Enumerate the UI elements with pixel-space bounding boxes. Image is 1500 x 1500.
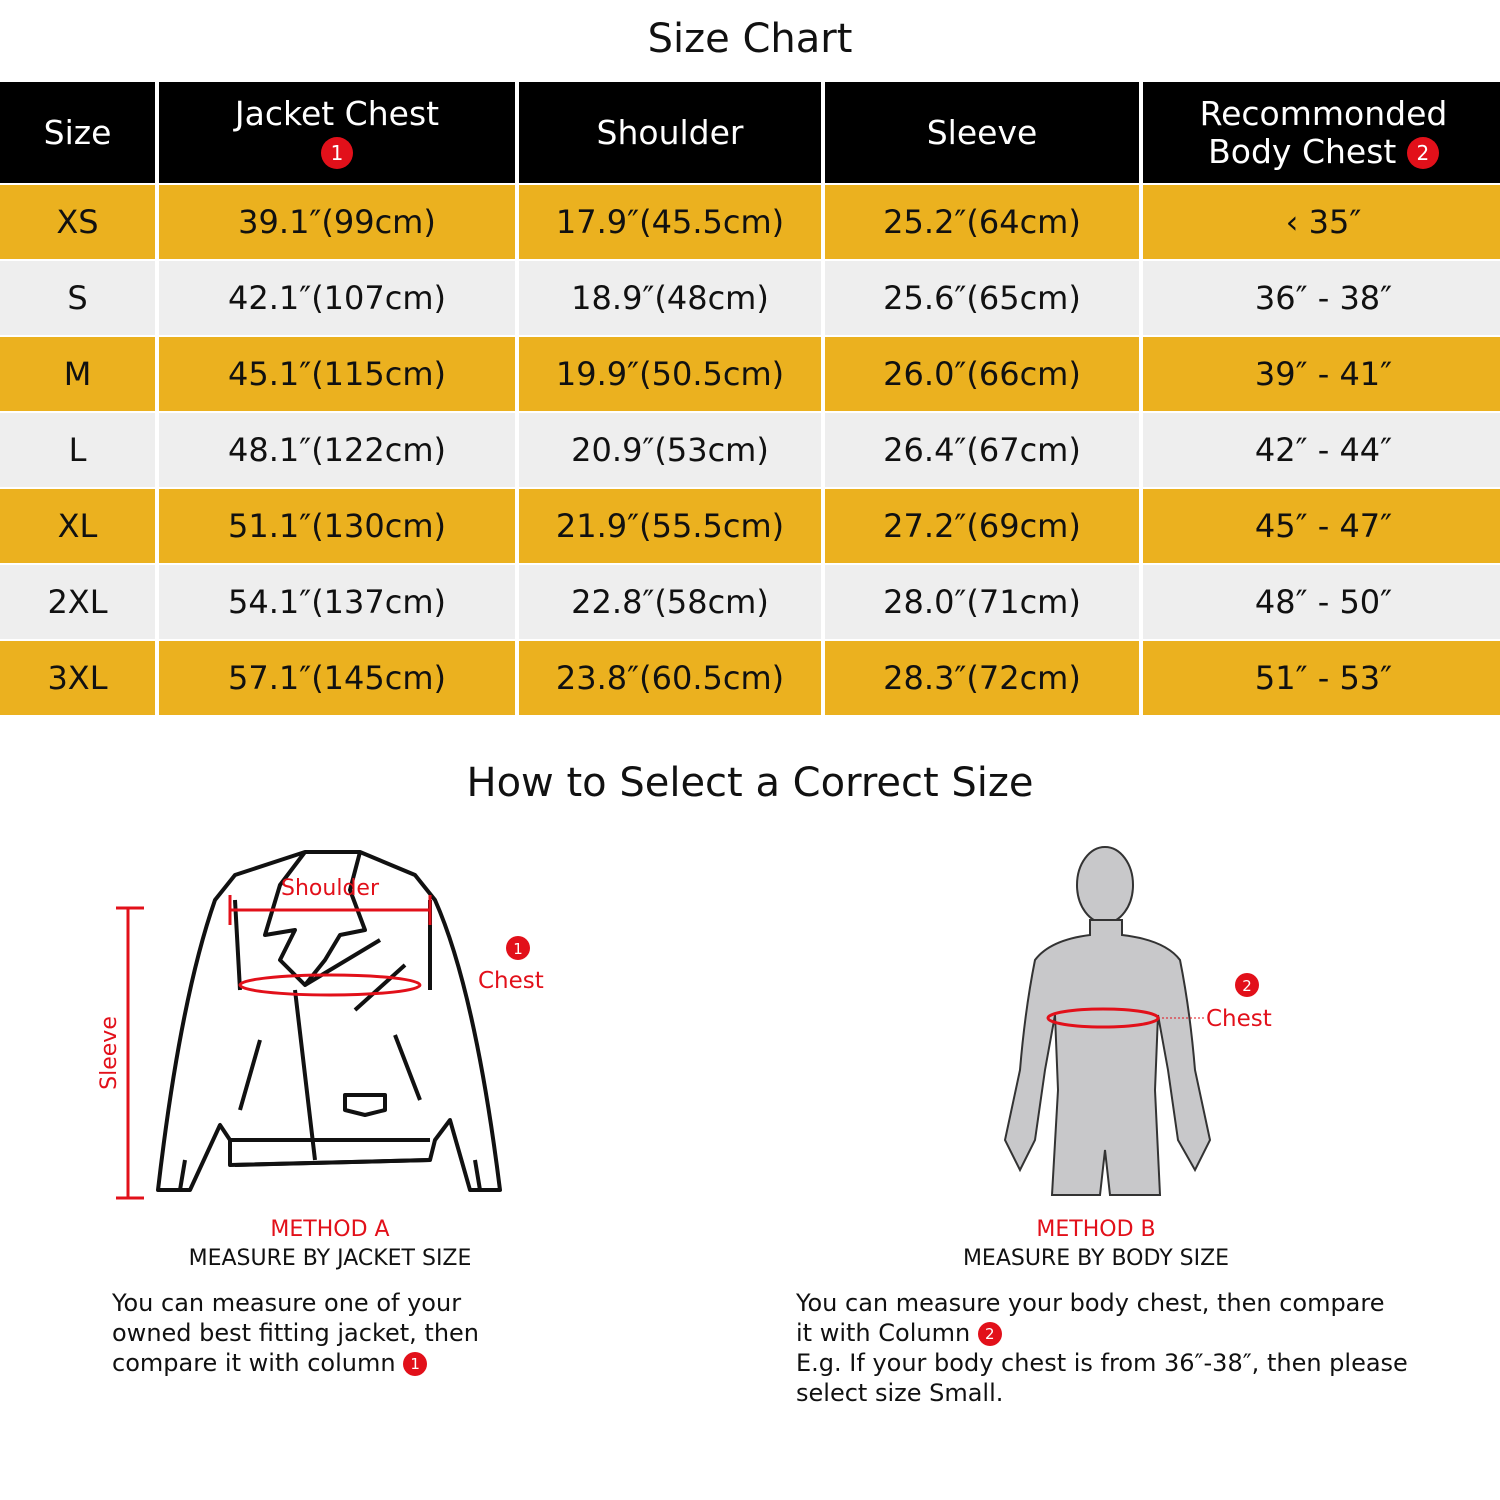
table-cell: 19.9″(50.5cm) (519, 337, 821, 411)
method-b-label: METHOD B (1036, 1217, 1156, 1242)
guide-title: How to Select a Correct Size (466, 760, 1034, 806)
method-b-heading: METHOD B MEASURE BY BODY SIZE (896, 1215, 1296, 1273)
table-cell: 28.3″(72cm) (825, 641, 1139, 715)
column-header: Sleeve (825, 82, 1139, 183)
method-a-text: You can measure one of your owned best f… (112, 1288, 479, 1378)
chest-label: Chest (478, 968, 544, 994)
table-cell: 28.0″(71cm) (825, 565, 1139, 639)
table-cell: 3XL (0, 641, 155, 715)
column-header: Jacket Chest 1 (159, 82, 515, 183)
column-header-label: Sleeve (926, 112, 1038, 152)
chest-label: Chest (1206, 1006, 1272, 1032)
sleeve-label: Sleeve (97, 1016, 122, 1090)
body-diagram: 2 Chest (1003, 846, 1272, 1196)
column-header-label: Shoulder (596, 112, 744, 152)
table-cell: 57.1″(145cm) (159, 641, 515, 715)
column-badge: 1 (403, 1352, 428, 1376)
table-row: 2XL 54.1″(137cm) 22.8″(58cm) 28.0″(71cm) 48″… (0, 565, 1500, 639)
table-row: 3XL 57.1″(145cm) 23.8″(60.5cm) 28.3″(72cm) 5… (0, 641, 1500, 715)
table-cell: L (0, 413, 155, 487)
table-cell: 26.4″(67cm) (825, 413, 1139, 487)
text-line: E.g. If your body chest is from 36″-38″,… (796, 1349, 1408, 1377)
table-cell: 45″ - 47″ (1143, 489, 1500, 563)
table-cell: 22.8″(58cm) (519, 565, 821, 639)
chest-badge: 2 (1242, 977, 1252, 995)
table-cell: 51″ - 53″ (1143, 641, 1500, 715)
chest-badge: 1 (513, 940, 523, 958)
table-cell: 42″ - 44″ (1143, 413, 1500, 487)
page-title: Size Chart (647, 16, 853, 62)
table-cell: XL (0, 489, 155, 563)
table-row: XS 39.1″(99cm) 17.9″(45.5cm) 25.2″(64cm) ‹ 3… (0, 185, 1500, 259)
shoulder-label: Shoulder (281, 876, 380, 901)
table-cell: 18.9″(48cm) (519, 261, 821, 335)
method-a-subtitle: MEASURE BY JACKET SIZE (188, 1246, 472, 1271)
table-cell: 21.9″(55.5cm) (519, 489, 821, 563)
table-cell: 39″ - 41″ (1143, 337, 1500, 411)
method-a-heading: METHOD A MEASURE BY JACKET SIZE (130, 1215, 530, 1273)
column-header: Shoulder (519, 82, 821, 183)
table-cell: 17.9″(45.5cm) (519, 185, 821, 259)
table-cell: 25.6″(65cm) (825, 261, 1139, 335)
table-cell: 48.1″(122cm) (159, 413, 515, 487)
text-line: You can measure one of your (112, 1289, 462, 1317)
method-b-subtitle: MEASURE BY BODY SIZE (962, 1246, 1230, 1271)
column-badge: 1 (321, 137, 353, 169)
table-cell: 36″ - 38″ (1143, 261, 1500, 335)
table-row: M 45.1″(115cm) 19.9″(50.5cm) 26.0″(66cm) 39″… (0, 337, 1500, 411)
table-cell: 54.1″(137cm) (159, 565, 515, 639)
method-a-label: METHOD A (270, 1217, 390, 1242)
table-cell: ‹ 35″ (1143, 185, 1500, 259)
table-cell: 51.1″(130cm) (159, 489, 515, 563)
table-cell: 2XL (0, 565, 155, 639)
text-line: compare it with column (112, 1349, 396, 1377)
text-line: owned best fitting jacket, then (112, 1319, 480, 1347)
table-cell: 23.8″(60.5cm) (519, 641, 821, 715)
table-row: XL 51.1″(130cm) 21.9″(55.5cm) 27.2″(69cm) 45… (0, 489, 1500, 563)
table-cell: 26.0″(66cm) (825, 337, 1139, 411)
method-b-text: You can measure your body chest, then co… (796, 1288, 1408, 1408)
table-cell: 42.1″(107cm) (159, 261, 515, 335)
table-cell: 48″ - 50″ (1143, 565, 1500, 639)
table-cell: 39.1″(99cm) (159, 185, 515, 259)
table-cell: 20.9″(53cm) (519, 413, 821, 487)
text-line: select size Small. (796, 1379, 1004, 1407)
column-badge: 2 (1406, 137, 1439, 169)
column-header-label: Recommonded Body Chest (1199, 93, 1448, 171)
column-badge: 2 (977, 1322, 1002, 1346)
column-header: Size (0, 82, 155, 183)
text-line: You can measure your body chest, then co… (796, 1289, 1385, 1317)
table-row: L 48.1″(122cm) 20.9″(53cm) 26.4″(67cm) 42″ -… (0, 413, 1500, 487)
table-cell: XS (0, 185, 155, 259)
size-table: Size Jacket Chest 1 Shoulder Sleeve Recommond… (0, 80, 1500, 717)
jacket-diagram: Shoulder 1 Chest Sleeve (97, 850, 544, 1200)
text-line: it with Column (796, 1319, 971, 1347)
table-cell: 27.2″(69cm) (825, 489, 1139, 563)
table-cell: S (0, 261, 155, 335)
column-header-label: Size (43, 112, 112, 152)
table-cell: M (0, 337, 155, 411)
table-cell: 45.1″(115cm) (159, 337, 515, 411)
table-row: S 42.1″(107cm) 18.9″(48cm) 25.6″(65cm) 36″ -… (0, 261, 1500, 335)
column-header-label: Jacket Chest (234, 93, 440, 133)
column-header: Recommonded Body Chest 2 (1143, 82, 1500, 183)
table-cell: 25.2″(64cm) (825, 185, 1139, 259)
